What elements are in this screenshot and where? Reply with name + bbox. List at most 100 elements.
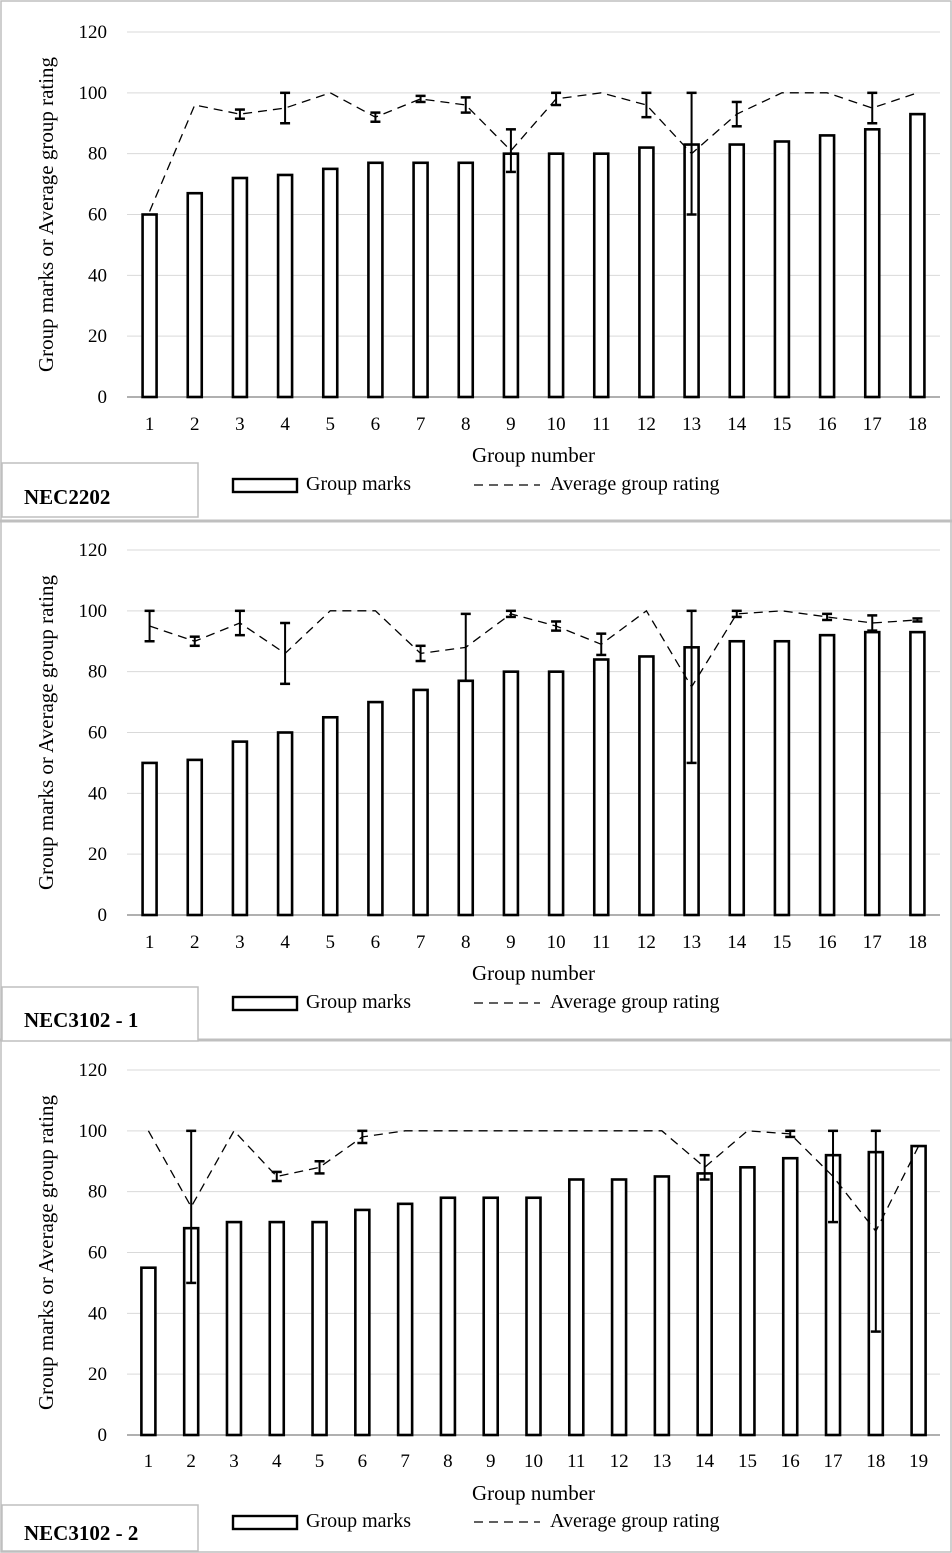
x-tick-label: 1 (145, 414, 155, 435)
bar-group-14 (728, 639, 746, 917)
legend-bar-label: Group marks (306, 1510, 411, 1532)
bar-group-7 (412, 688, 429, 917)
bar-group-9 (502, 152, 520, 399)
x-tick-label: 14 (727, 932, 747, 953)
x-tick-label: 3 (235, 932, 245, 953)
x-tick-label: 1 (144, 1451, 154, 1472)
x-tick-label: 4 (280, 414, 290, 435)
y-tick-label: 40 (88, 1303, 107, 1324)
y-tick-label: 60 (88, 205, 107, 226)
y-tick-label: 20 (88, 326, 107, 347)
x-tick-label: 3 (235, 414, 245, 435)
x-axis-title: Group number (472, 443, 595, 467)
x-tick-label: 5 (315, 1451, 325, 1472)
x-tick-label: 16 (818, 414, 837, 435)
bar-group-18 (909, 630, 926, 917)
x-tick-label: 4 (280, 932, 290, 953)
x-tick-label: 11 (592, 414, 610, 435)
bar-group-10 (525, 1196, 542, 1437)
bar-group-4 (268, 1220, 286, 1437)
x-tick-label: 10 (547, 932, 566, 953)
y-tick-label: 120 (79, 1060, 108, 1081)
bar-group-11 (567, 1178, 585, 1437)
panel-label: NEC3102 - 2 (24, 1521, 138, 1545)
chart-panel-3: 0 20 40 60 80 100 120 Group marks or Average gr… (1, 1060, 940, 1552)
bar-group-14 (728, 143, 746, 399)
bar-group-8 (457, 679, 475, 917)
bar-group-4 (276, 731, 294, 917)
legend-bar-label: Group marks (306, 473, 411, 495)
x-tick-label: 18 (866, 1451, 885, 1472)
x-tick-label: 8 (461, 414, 471, 435)
x-tick-label: 12 (637, 932, 656, 953)
x-tick-label: 19 (909, 1451, 928, 1472)
bar-group-1 (140, 1266, 157, 1437)
x-tick-label: 16 (781, 1451, 800, 1472)
x-tick-label: 7 (416, 414, 426, 435)
x-tick-label: 13 (652, 1451, 671, 1472)
x-tick-label: 10 (547, 414, 566, 435)
bar-group-16 (781, 1156, 799, 1437)
x-tick-label: 2 (190, 414, 200, 435)
x-tick-label: 10 (524, 1451, 543, 1472)
bar-group-8 (457, 161, 475, 399)
chart-panel-2: 0 20 40 60 80 100 120 Group marks or Average gr… (1, 540, 940, 1042)
bar-group-15 (773, 639, 791, 917)
x-tick-label: 6 (371, 414, 381, 435)
x-tick-label: 9 (506, 932, 516, 953)
bar-group-17 (863, 128, 881, 399)
panel-label-box (1, 1504, 199, 1552)
y-tick-label: 80 (88, 1182, 107, 1203)
x-tick-label: 6 (371, 932, 381, 953)
chart-panel-1: 0 20 40 60 80 100 120 Group marks or Average gr… (1, 22, 940, 518)
x-tick-label: 15 (772, 414, 791, 435)
x-axis-title: Group number (472, 1481, 595, 1505)
x-tick-label: 5 (326, 932, 336, 953)
y-tick-label: 80 (88, 662, 107, 683)
x-tick-label: 2 (186, 1451, 196, 1472)
y-tick-label: 0 (98, 387, 108, 408)
bar-group-9 (502, 670, 520, 917)
legend-line-label: Average group rating (550, 991, 720, 1013)
bar-group-12 (610, 1178, 628, 1437)
bar-group-1 (141, 213, 158, 399)
x-tick-label: 9 (486, 1451, 496, 1472)
x-tick-label: 5 (326, 414, 336, 435)
x-tick-label: 6 (358, 1451, 368, 1472)
bar-group-18 (909, 112, 926, 399)
bar-group-3 (231, 740, 249, 917)
bar-group-16 (818, 633, 836, 917)
y-tick-label: 20 (88, 1364, 107, 1385)
x-tick-label: 18 (908, 414, 927, 435)
bar-group-5 (311, 1220, 328, 1437)
legend-bar-swatch (231, 1514, 299, 1531)
y-axis-title: Group marks or Average group rating (34, 1094, 58, 1410)
y-tick-label: 100 (79, 601, 108, 622)
x-tick-label: 7 (400, 1451, 410, 1472)
x-tick-label: 2 (190, 932, 200, 953)
bar-group-3 (225, 1220, 243, 1437)
x-tick-label: 8 (443, 1451, 453, 1472)
y-tick-label: 60 (88, 1243, 107, 1264)
x-tick-label: 8 (461, 932, 471, 953)
bar-group-5 (321, 167, 339, 399)
x-tick-label: 14 (727, 414, 747, 435)
panel-label: NEC3102 - 1 (24, 1008, 138, 1032)
bar-group-10 (547, 670, 565, 917)
panel-label-box (1, 462, 199, 518)
panel-label-box (1, 986, 199, 1042)
x-tick-label: 12 (637, 414, 656, 435)
bar-group-10 (547, 152, 565, 399)
x-tick-label: 15 (738, 1451, 757, 1472)
x-tick-label: 12 (610, 1451, 629, 1472)
rating-line (148, 92, 918, 212)
bar-group-2 (186, 758, 204, 917)
x-tick-label: 18 (908, 932, 927, 953)
y-tick-label: 120 (79, 540, 108, 561)
bar-group-15 (739, 1166, 756, 1437)
bar-group-8 (439, 1196, 457, 1437)
y-tick-label: 60 (88, 723, 107, 744)
bar-group-6 (354, 1208, 371, 1437)
bar-group-16 (818, 134, 836, 399)
x-axis-title: Group number (472, 961, 595, 985)
